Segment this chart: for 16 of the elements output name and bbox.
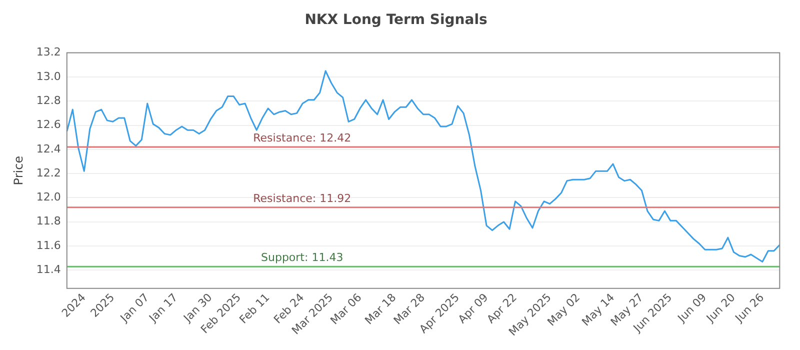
- y-tick-label: 12.6: [36, 118, 61, 132]
- chart-title: NKX Long Term Signals: [304, 12, 488, 28]
- y-tick-label: 12.4: [36, 142, 61, 156]
- y-tick-label: 13.0: [36, 70, 61, 83]
- ref-line-label: Resistance: 11.92: [253, 192, 352, 205]
- y-tick-label: 12.0: [36, 190, 61, 204]
- ref-line-label: Resistance: 12.42: [253, 131, 352, 144]
- y-tick-label: 11.6: [36, 238, 61, 252]
- y-tick-label: 11.8: [36, 214, 61, 228]
- x-tick-label: Jan 17: [146, 290, 180, 326]
- y-tick-label: 12.8: [36, 94, 61, 107]
- y-axis-title: Price: [11, 156, 26, 186]
- y-tick-label: 12.2: [36, 166, 61, 180]
- y-tick-label: 11.4: [36, 263, 61, 276]
- y-tick-label: 13.2: [36, 46, 61, 59]
- ref-line-label: Support: 11.43: [261, 250, 344, 264]
